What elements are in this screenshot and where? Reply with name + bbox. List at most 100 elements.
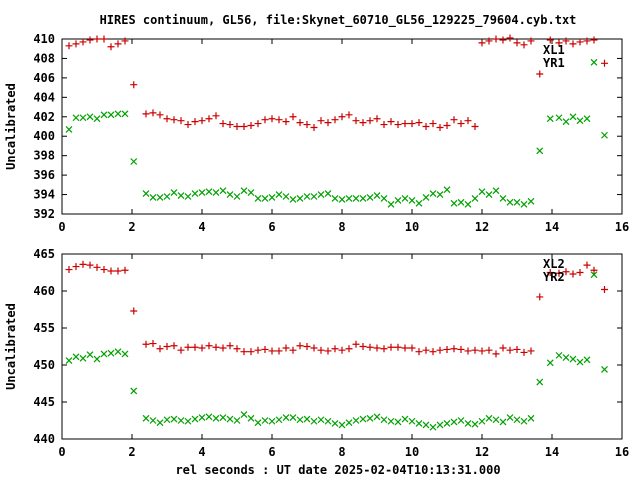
data-point [191,118,199,126]
data-point [513,416,521,424]
data-point [520,200,528,208]
data-point [527,197,535,205]
data-point [415,420,423,427]
data-point [422,123,430,130]
x-tick-label: 2 [128,445,135,459]
data-point [331,420,339,427]
y-tick-label: 445 [33,395,55,409]
data-point [303,121,311,129]
data-point [555,351,563,359]
data-point [317,117,325,125]
y-tick-label: 460 [33,284,55,298]
data-point [373,344,381,352]
data-point [317,346,325,354]
data-point [163,343,171,350]
data-point [65,42,73,50]
data-point [72,263,80,271]
data-point [478,39,486,47]
data-point [303,415,311,423]
data-point [590,58,598,66]
x-tick-label: 12 [475,445,489,459]
y-tick-label: 406 [33,71,55,85]
top-panel: 0 2 4 6 8 10 12 14 16 392 394 396 398 400 402 404 406 408… [4,32,629,234]
data-point [401,344,409,352]
data-point [422,346,430,354]
y-axis-label: Uncalibrated [4,83,18,170]
data-point [380,121,388,129]
data-point [79,38,87,46]
data-point [130,307,138,315]
data-point [450,345,458,353]
data-point [240,187,248,195]
data-point [177,346,185,354]
data-point [93,115,101,123]
data-point [156,419,164,427]
data-point [324,417,332,425]
data-point [366,117,374,125]
data-point [546,269,554,276]
series-XL2 [65,260,608,358]
data-point [394,418,402,426]
data-point [485,414,493,422]
data-point [457,417,465,424]
data-point [436,191,444,198]
data-point [569,355,577,363]
data-point [569,270,577,278]
data-point [226,121,234,129]
data-point [226,342,234,350]
data-point [254,346,262,354]
x-tick-label: 6 [268,445,275,459]
data-point [93,355,101,363]
data-point [296,416,304,424]
data-point [177,192,185,199]
data-point [352,340,360,348]
data-point [65,266,73,274]
data-point [408,417,416,425]
data-point [170,415,178,423]
data-point [191,415,199,423]
data-point [212,189,220,197]
x-tick-label: 8 [338,220,345,234]
data-point [184,193,192,200]
data-point [310,193,318,200]
data-point [373,115,381,123]
data-point [536,70,544,78]
data-point [198,344,206,352]
data-point [219,414,227,421]
data-point [212,414,220,422]
x-tick-label: 6 [268,220,275,234]
data-point [464,200,472,208]
data-point [261,116,269,124]
data-point [506,198,514,206]
legend-label: XL1 [543,43,565,57]
data-point [261,417,269,424]
data-point [268,347,276,355]
data-point [261,345,269,353]
data-point [324,119,332,127]
data-point [562,354,570,362]
data-point [546,115,554,123]
data-point [359,195,367,202]
data-point [436,421,444,429]
data-point [268,115,276,123]
x-tick-label: 0 [58,445,65,459]
data-point [100,350,108,358]
data-point [184,417,192,425]
data-point [331,195,339,202]
data-point [569,113,577,121]
data-point [198,117,206,125]
data-point [555,269,563,277]
data-point [100,35,108,43]
data-point [212,343,220,351]
data-point [226,415,234,423]
data-point [576,269,584,276]
data-point [289,113,297,121]
data-point [191,343,199,351]
data-point [163,115,171,123]
data-point [310,123,318,131]
data-point [289,195,297,203]
data-point [485,191,493,198]
data-point [513,198,521,206]
series-YR2 [65,271,608,431]
data-point [485,346,493,354]
